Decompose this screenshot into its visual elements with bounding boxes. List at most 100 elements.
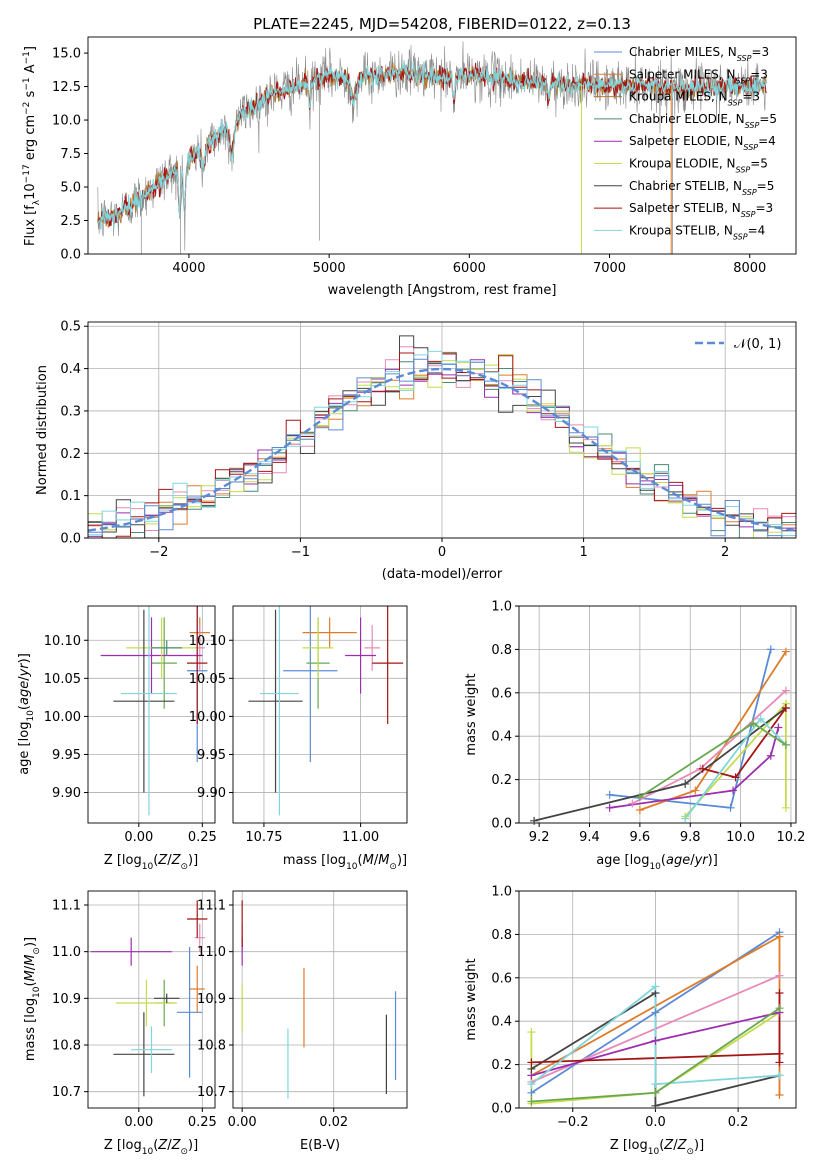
label-part: −2 <box>22 102 32 115</box>
x-axis-label: Z [log10(Z/Z⊙)] <box>104 1138 198 1157</box>
plot-area <box>100 606 210 816</box>
x-tick-label: 0.0 <box>645 1115 666 1130</box>
legend-sub: SSP <box>728 98 743 107</box>
legend-text: Kroupa STELIB, N <box>629 223 733 237</box>
x-axis-label: E(B-V) <box>300 1138 340 1153</box>
x-tick-label: 2 <box>721 545 729 560</box>
y-tick-label: 0.6 <box>491 971 512 986</box>
label-part: ( <box>659 1138 664 1153</box>
y-axis-label: Flux [fλ10−17 erg cm−2 s−1 A−1] <box>22 46 42 246</box>
label-part: 10 <box>648 1147 660 1157</box>
plot-area <box>248 606 404 816</box>
axes-frame <box>232 890 408 1109</box>
data-point-marker <box>698 764 707 773</box>
legend-text: =5 <box>750 157 768 171</box>
data-point-marker <box>651 1080 660 1089</box>
legend-sub: SSP <box>736 165 751 174</box>
y-tick-label: 11.1 <box>197 899 226 914</box>
label-part: )] <box>23 937 38 947</box>
data-point-marker <box>605 790 614 799</box>
data-point-marker <box>527 1088 536 1097</box>
label-part: ⊙ <box>389 862 397 872</box>
label-part: 10 <box>142 1147 154 1157</box>
x-tick-label: 0.00 <box>124 1115 153 1130</box>
data-point-marker <box>781 647 790 656</box>
data-point-marker <box>651 1101 660 1110</box>
label-part: 10 <box>649 862 661 872</box>
label-part: yr <box>694 853 710 868</box>
axes-frame <box>87 890 216 1109</box>
label-part: )] <box>17 653 32 663</box>
legend-sub: SSP <box>733 232 748 241</box>
data-point-marker <box>651 982 660 991</box>
label-part: 10 <box>26 710 36 722</box>
legend-text: =3 <box>750 67 768 81</box>
y-tick-label: 9.90 <box>52 786 81 801</box>
legend-sub: SSP <box>737 54 752 63</box>
label-part: )] <box>397 853 407 868</box>
y-tick-label: 9.95 <box>52 748 81 763</box>
y-tick-label: 10.10 <box>44 634 81 649</box>
label-part: 10 <box>23 183 38 200</box>
data-point-marker <box>766 645 775 654</box>
label-part: ( <box>153 853 158 868</box>
x-tick-label: 10.75 <box>245 830 282 845</box>
data-point-marker <box>651 1036 660 1045</box>
legend-entry: Salpeter MILES, NSSP=3 <box>629 67 768 85</box>
mass-weight-vs-metallicity-panel: −0.2 0.0 0.2 0.0 0.2 0.4 0.6 0.8 1.0 mass weight Z… <box>464 885 797 1157</box>
label-part: Z [log <box>104 853 142 868</box>
label-part: 10 <box>32 986 42 998</box>
label-part: ⊙ <box>32 947 42 955</box>
legend-text: Salpeter STELIB, N <box>629 201 741 215</box>
x-tick-label: −0.2 <box>557 1115 589 1130</box>
label-part: / <box>673 1138 678 1153</box>
label-part: )] <box>188 853 198 868</box>
legend-entry: Kroupa ELODIE, NSSP=5 <box>629 157 768 175</box>
legend-sub: SSP <box>741 210 756 219</box>
data-point-marker <box>530 816 539 825</box>
label-part: / <box>374 853 379 868</box>
data-point-marker <box>781 803 790 812</box>
x-axis-label: wavelength [Angstrom, rest frame] <box>328 283 557 298</box>
label-part: ( <box>17 705 32 710</box>
legend-sub: SSP <box>745 120 760 129</box>
legend-sub: SSP <box>736 76 751 85</box>
legend-entry: Chabrier ELODIE, NSSP=5 <box>629 112 777 129</box>
label-part: ( <box>23 981 38 986</box>
y-tick-label: 0.4 <box>60 362 81 377</box>
label-part: mass [log <box>283 853 346 868</box>
label-part: M <box>363 853 374 868</box>
data-point-marker <box>635 805 644 814</box>
data-point-marker <box>527 1097 536 1106</box>
label-part: ( <box>358 853 363 868</box>
x-tick-label: 8000 <box>733 261 766 276</box>
y-tick-label: 11.0 <box>197 945 226 960</box>
x-tick-label: 5000 <box>313 261 346 276</box>
legend-text: Chabrier MILES, N <box>629 45 737 59</box>
y-tick-label: 12.5 <box>52 80 81 95</box>
label-part: ] <box>23 46 38 51</box>
data-point-marker <box>781 686 790 695</box>
y-tick-label: 0.5 <box>60 320 81 335</box>
y-tick-label: 0.0 <box>491 1102 512 1117</box>
label-part: Z <box>157 853 168 868</box>
axes-frame <box>232 605 408 824</box>
y-axis-label: mass weight <box>464 673 479 755</box>
legend-sub: SSP <box>742 187 757 196</box>
label-part: age <box>666 853 690 868</box>
plot-area <box>97 41 768 254</box>
x-axis-label: mass [log10(M/M⊙)] <box>283 853 407 872</box>
data-point-marker <box>527 1028 536 1037</box>
plot-area <box>241 900 397 1099</box>
data-point-marker <box>775 971 784 980</box>
legend-entry: Chabrier MILES, NSSP=3 <box>629 45 769 63</box>
x-tick-label: 9.2 <box>529 830 550 845</box>
x-tick-label: 0.25 <box>188 830 217 845</box>
y-tick-label: 10.7 <box>52 1085 81 1100</box>
x-tick-label: 10.2 <box>776 830 805 845</box>
x-tick-label: 11.00 <box>342 830 379 845</box>
y-tick-label: 10.00 <box>44 710 81 725</box>
y-tick-label: 2.5 <box>60 214 81 229</box>
y-tick-label: 5.0 <box>60 181 81 196</box>
